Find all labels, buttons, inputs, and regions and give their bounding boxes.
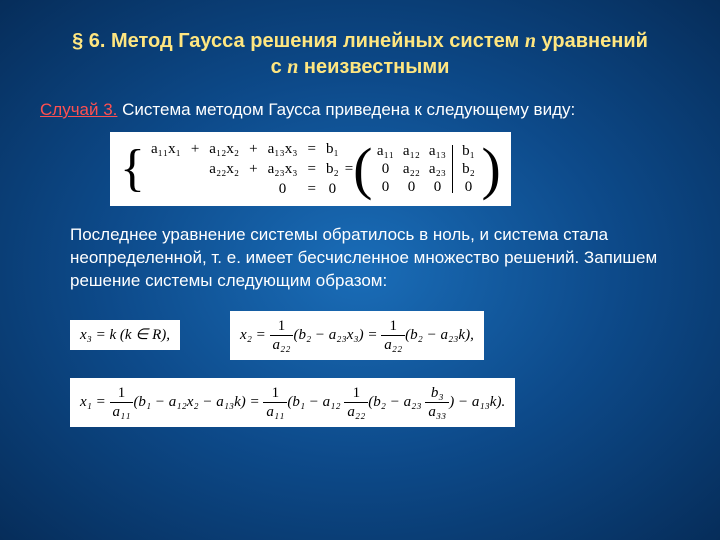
cell <box>147 180 185 198</box>
cell: + <box>245 140 261 158</box>
frac: b₃a₃₃ <box>425 384 449 421</box>
cell: = <box>303 180 319 198</box>
slide: § 6. Метод Гаусса решения линейных систе… <box>0 0 720 455</box>
den: a₃₃ <box>425 403 449 421</box>
cell: + <box>187 140 203 158</box>
cell: b₁ <box>322 140 343 158</box>
cell: a₁₁ <box>372 142 398 160</box>
cell <box>187 160 203 178</box>
table-row: a₁₁x₁ + a₁₂x₂ + a₁₃x₃ = b₁ <box>147 140 343 158</box>
equals-sign: = <box>345 160 353 178</box>
cell: a₂₃ <box>424 160 450 178</box>
x3-x2-row: x₃ = k (k ∈ R), x₂ = 1a₂₂(b₂ − a₂₃x₃) = … <box>70 311 680 360</box>
case-line: Случай 3. Система методом Гаусса приведе… <box>40 100 680 120</box>
title-n2: n <box>287 56 298 78</box>
system-math: { a₁₁x₁ + a₁₂x₂ + a₁₃x₃ = b₁ a₂₂x₂ + a₂₃… <box>110 132 511 206</box>
aug-bar <box>452 145 453 193</box>
num: b₃ <box>425 384 449 403</box>
den: a₁₁ <box>263 403 287 421</box>
eq-x2: x₂ = 1a₂₂(b₂ − a₂₃x₃) = 1a₂₂(b₂ − a₂₃k), <box>230 311 484 360</box>
cell: 0 <box>372 160 398 178</box>
eq-x1-p1: (b₁ − a₁₂x₂ − a₁₃k) = <box>133 394 263 410</box>
eq-x1-lhs: x₁ = <box>80 394 110 410</box>
cell: 0 <box>264 180 302 198</box>
eq-x2-rhs: (b₂ − a₂₃k), <box>405 327 474 343</box>
system-equation-block: { a₁₁x₁ + a₁₂x₂ + a₁₃x₃ = b₁ a₂₂x₂ + a₂₃… <box>110 132 680 206</box>
table-row: 0 = 0 <box>147 180 343 198</box>
cell: + <box>245 160 261 178</box>
case-label: Случай 3. <box>40 100 117 119</box>
eq-x3-text: x₃ = k (k ∈ R), <box>80 327 170 343</box>
num: 1 <box>263 384 287 403</box>
cell: 0 <box>424 178 450 196</box>
cell <box>187 180 203 198</box>
cell: 0 <box>455 178 481 196</box>
cell <box>205 180 243 198</box>
cell: 0 <box>372 178 398 196</box>
eq-x1-inner: (b₂ − a₂₃ <box>368 394 425 410</box>
title-line1-suffix: уравнений <box>536 30 648 52</box>
title-line2-prefix: с <box>271 56 288 78</box>
matrix-main: a₁₁a₁₂a₁₃ 0a₂₂a₂₃ 000 <box>372 142 450 196</box>
cell: 0 <box>398 178 424 196</box>
eq-x3: x₃ = k (k ∈ R), <box>70 320 180 350</box>
num: 1 <box>110 384 134 403</box>
cell <box>245 180 261 198</box>
system-rows: a₁₁x₁ + a₁₂x₂ + a₁₃x₃ = b₁ a₂₂x₂ + a₂₃x₃… <box>145 138 345 200</box>
matrix-aug: b₁ b₂ 0 <box>455 142 481 196</box>
frac: 1a₂₂ <box>381 317 405 354</box>
case-text: Система методом Гаусса приведена к следу… <box>117 100 575 119</box>
brace-icon: { <box>120 143 145 195</box>
den: a₁₁ <box>110 403 134 421</box>
num: 1 <box>381 317 405 336</box>
eq-x2-mid: (b₂ − a₂₃x₃) = <box>293 327 381 343</box>
frac: 1a₁₁ <box>263 384 287 421</box>
num: 1 <box>344 384 368 403</box>
frac: 1a₂₂ <box>270 317 294 354</box>
cell: a₁₁x₁ <box>147 140 185 158</box>
cell: a₁₂x₂ <box>205 140 243 158</box>
den: a₂₂ <box>381 336 405 354</box>
cell: b₁ <box>455 142 481 160</box>
x1-row: x₁ = 1a₁₁(b₁ − a₁₂x₂ − a₁₃k) = 1a₁₁(b₁ −… <box>70 378 680 427</box>
cell: 0 <box>322 180 343 198</box>
cell: a₂₂ <box>398 160 424 178</box>
table-row: a₂₂x₂ + a₂₃x₃ = b₂ <box>147 160 343 178</box>
cell: = <box>303 140 319 158</box>
den: a₂₂ <box>270 336 294 354</box>
eq-x1-open: (b₁ − a₁₂ <box>287 394 344 410</box>
num: 1 <box>270 317 294 336</box>
cell: b₂ <box>322 160 343 178</box>
paren-right-icon: ) <box>481 145 500 193</box>
title-line2-suffix: неизвестными <box>298 56 449 78</box>
title-line1-prefix: § 6. Метод Гаусса решения линейных систе… <box>72 30 525 52</box>
cell: = <box>303 160 319 178</box>
den: a₂₂ <box>344 403 368 421</box>
cell: a₁₂ <box>398 142 424 160</box>
frac: 1a₁₁ <box>110 384 134 421</box>
cell: a₂₃x₃ <box>264 160 302 178</box>
cell: a₁₃x₃ <box>264 140 302 158</box>
slide-title: § 6. Метод Гаусса решения линейных систе… <box>40 28 680 80</box>
frac: 1a₂₂ <box>344 384 368 421</box>
cell: b₂ <box>455 160 481 178</box>
body-text: Последнее уравнение системы обратилось в… <box>70 224 670 293</box>
title-n1: n <box>525 30 536 52</box>
cell <box>147 160 185 178</box>
eq-x2-lhs: x₂ = <box>240 327 270 343</box>
eq-x1-close: ) − a₁₃k). <box>449 394 505 410</box>
paren-left-icon: ( <box>353 145 372 193</box>
cell: a₂₂x₂ <box>205 160 243 178</box>
eq-x1: x₁ = 1a₁₁(b₁ − a₁₂x₂ − a₁₃k) = 1a₁₁(b₁ −… <box>70 378 515 427</box>
cell: a₁₃ <box>424 142 450 160</box>
